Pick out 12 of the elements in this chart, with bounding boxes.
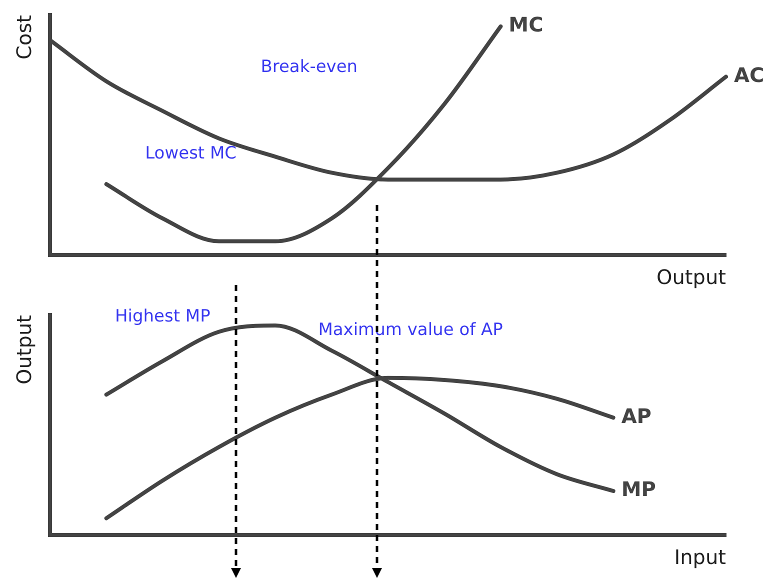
x-axis-title: Output	[656, 265, 726, 290]
annotation: Lowest MC	[145, 144, 237, 164]
series-label: MC	[508, 12, 544, 37]
annotation: Break-even	[260, 57, 358, 78]
annotation: Maximum value of AP	[318, 320, 503, 340]
y-axis-title: Cost	[12, 14, 36, 60]
series-label: AP	[621, 404, 652, 428]
series-label: MP	[621, 477, 656, 502]
series-label: AC	[734, 62, 764, 87]
x-axis-title: Input	[674, 545, 726, 570]
annotation: Highest MP	[114, 306, 210, 327]
y-axis-title: Output	[12, 314, 36, 384]
